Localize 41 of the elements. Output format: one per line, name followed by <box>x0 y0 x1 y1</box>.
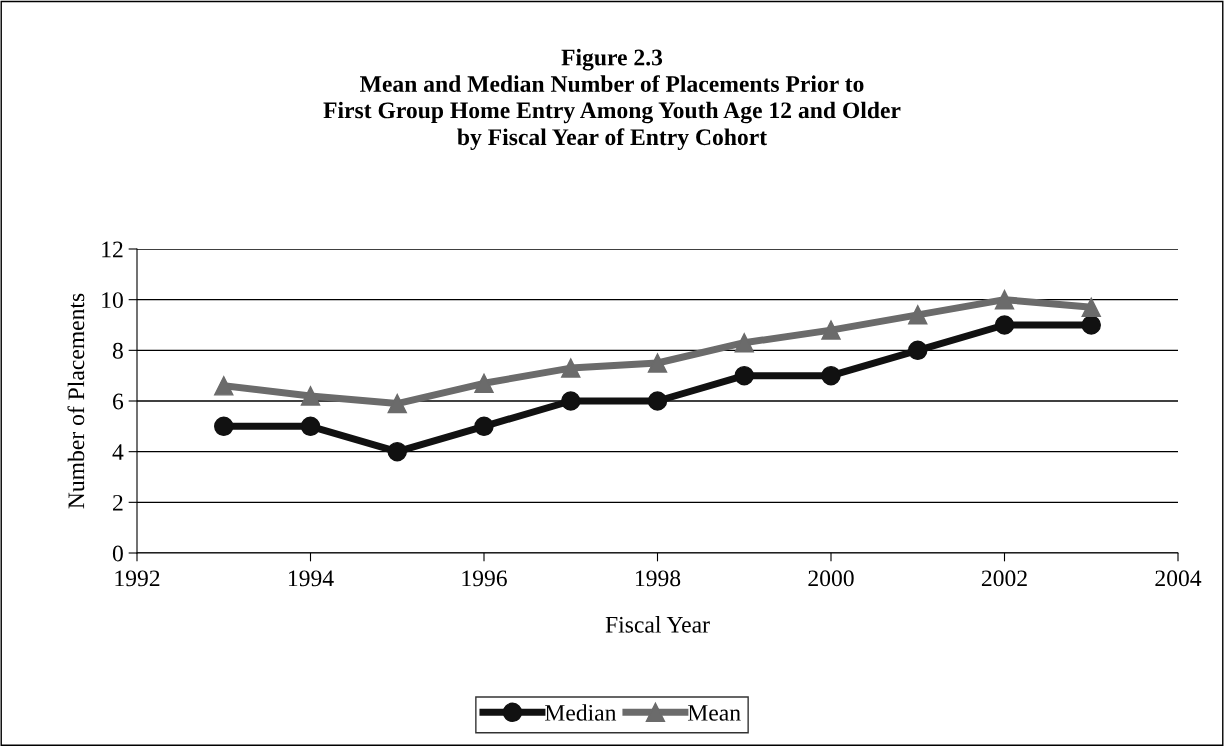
x-tick-label: 2002 <box>981 570 1027 587</box>
point <box>300 386 321 406</box>
y-tick-label: 8 <box>112 342 123 359</box>
x-tick-label: 1992 <box>115 570 160 587</box>
x-tick-label: 1994 <box>288 570 334 587</box>
point <box>561 358 581 378</box>
y-axis-title: Number of Placements <box>67 293 85 509</box>
y-tick-label: 12 <box>102 241 123 258</box>
x-axis-title: Fiscal Year <box>605 616 710 633</box>
point <box>647 353 668 373</box>
point <box>908 305 928 325</box>
point <box>647 391 668 411</box>
point <box>1081 297 1101 317</box>
x-tick-label: 1998 <box>635 570 681 587</box>
point <box>908 340 928 361</box>
y-tick-label: 10 <box>102 292 123 309</box>
point <box>994 289 1015 310</box>
legend-label: Mean <box>687 705 741 721</box>
point <box>214 416 234 437</box>
point <box>474 416 494 437</box>
point <box>994 315 1015 335</box>
chart-title: Figure 2.3 Mean and Median Number of Placements Prior to First Group Home Entry Among Youth Age 12 and Older by Fiscal Year of Entry Cohort <box>323 48 901 150</box>
x-tick-label: 2000 <box>808 570 854 587</box>
point <box>214 376 234 396</box>
point <box>387 393 407 414</box>
y-tick-label: 0 <box>112 545 123 562</box>
point <box>821 365 841 386</box>
point <box>474 373 494 393</box>
point <box>300 416 321 437</box>
x-tick-label: 2004 <box>1155 570 1202 587</box>
point <box>1081 315 1101 335</box>
point <box>387 441 407 462</box>
legend-label: Median <box>545 704 617 721</box>
point <box>561 391 581 411</box>
point <box>734 365 754 386</box>
y-tick-label: 2 <box>113 494 123 511</box>
point <box>734 333 754 353</box>
x-tick-label: 1996 <box>462 570 507 587</box>
y-tick-label: 6 <box>113 393 124 410</box>
point <box>821 320 841 340</box>
y-tick-label: 4 <box>112 444 124 460</box>
